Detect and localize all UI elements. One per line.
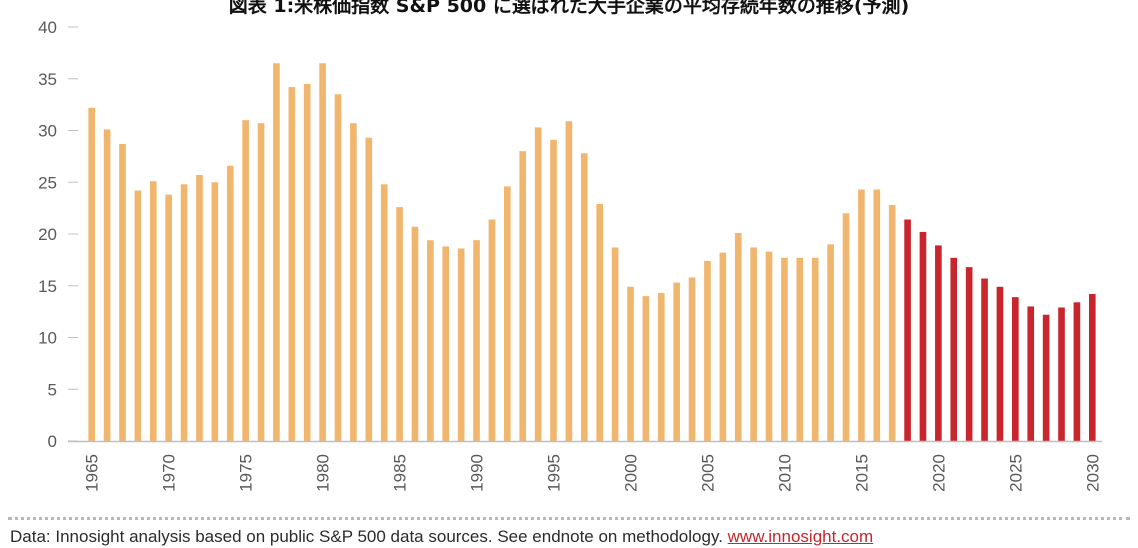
historical-bar [242, 120, 249, 442]
historical-bar [765, 251, 773, 441]
historical-bar [303, 83, 311, 442]
historical-bar [380, 184, 388, 441]
x-axis-ticks: 1965 1970 1975 1980 1985 1990 1995 2000 2005 2010… [83, 454, 1103, 492]
x-tick-label: 1980 [314, 454, 333, 492]
forecast-bar [1088, 294, 1096, 441]
historical-bar [319, 63, 326, 441]
footer-divider [8, 517, 1130, 520]
chart-title: 図表 1:米株価指数 S&P 500 に選ばれた大手企業の平均存続年数の推移(予… [228, 0, 910, 17]
historical-bar [719, 252, 727, 441]
historical-bar [88, 107, 96, 441]
x-tick-label: 1985 [391, 454, 410, 492]
historical-bar [811, 257, 819, 441]
historical-bar [257, 123, 265, 441]
historical-bar [211, 182, 219, 441]
historical-bar [888, 205, 896, 441]
historical-bar [442, 246, 450, 441]
historical-bar [149, 181, 157, 441]
historical-bar [519, 151, 527, 441]
historical-bar [565, 121, 573, 441]
historical-bar [396, 207, 403, 441]
forecast-bar [950, 257, 958, 441]
y-tick-label: 5 [48, 380, 57, 399]
historical-bar [534, 127, 542, 442]
historical-bar [288, 87, 296, 441]
historical-bar [457, 248, 465, 441]
forecast-bar [935, 245, 942, 441]
historical-bar [350, 123, 357, 441]
forecast-bar [1012, 297, 1019, 441]
historical-bar [334, 94, 342, 442]
historical-bar [611, 247, 619, 441]
x-tick-label: 1990 [468, 454, 487, 492]
historical-bar [596, 203, 604, 441]
historical-bar [858, 189, 865, 441]
y-tick-label: 20 [38, 225, 57, 244]
historical-bar [365, 137, 373, 441]
x-tick-label: 1965 [83, 454, 102, 492]
historical-bar [550, 139, 557, 441]
x-tick-label: 1975 [237, 454, 256, 492]
x-tick-label: 2025 [1006, 454, 1025, 492]
forecast-bar [981, 278, 988, 441]
historical-bar [827, 244, 834, 441]
forecast-bar [904, 219, 911, 441]
historical-bar [473, 240, 480, 441]
historical-bar [411, 226, 419, 441]
forecast-bar [919, 231, 927, 441]
historical-bar [642, 296, 650, 441]
historical-bar [734, 232, 742, 441]
historical-bar [781, 257, 788, 441]
bars-group [88, 63, 1096, 442]
historical-bar [580, 153, 588, 441]
forecast-bar [1027, 306, 1035, 441]
y-tick-label: 0 [48, 432, 57, 451]
source-link[interactable]: www.innosight.com [727, 527, 874, 546]
forecast-bar [1058, 307, 1065, 441]
y-axis-ticks: 0 5 10 15 20 25 30 35 40 [38, 18, 78, 451]
historical-bar [688, 277, 696, 441]
source-note: Data: Innosight analysis based on public… [10, 527, 873, 547]
x-tick-label: 2010 [775, 454, 794, 492]
historical-bar [657, 292, 665, 441]
forecast-bar [965, 267, 973, 441]
x-tick-label: 1995 [545, 454, 564, 492]
historical-bar [427, 240, 434, 441]
historical-bar [842, 213, 850, 441]
historical-bar [134, 190, 142, 441]
forecast-bar [996, 286, 1004, 441]
historical-bar [704, 260, 711, 441]
historical-bar [273, 63, 280, 441]
forecast-bar [1073, 302, 1081, 441]
y-tick-label: 25 [38, 173, 57, 192]
historical-bar [796, 257, 804, 441]
x-tick-label: 2000 [621, 454, 640, 492]
x-tick-label: 2020 [929, 454, 948, 492]
y-tick-label: 30 [38, 122, 57, 141]
historical-bar [226, 165, 234, 441]
x-tick-label: 2015 [852, 454, 871, 492]
historical-bar [119, 143, 126, 441]
historical-bar [180, 184, 188, 441]
historical-bar [165, 194, 172, 441]
historical-bar [627, 286, 634, 441]
historical-bar [750, 247, 757, 441]
historical-bar [504, 186, 511, 441]
historical-bar [673, 282, 680, 441]
y-tick-label: 35 [38, 70, 57, 89]
forecast-bar [1042, 314, 1050, 441]
x-tick-label: 2005 [698, 454, 717, 492]
y-tick-label: 15 [38, 277, 57, 296]
historical-bar [196, 175, 203, 441]
source-text: Data: Innosight analysis based on public… [10, 527, 723, 546]
historical-bar [873, 189, 881, 441]
y-tick-label: 10 [38, 329, 57, 348]
historical-bar [488, 219, 496, 441]
y-tick-label: 40 [38, 18, 57, 37]
x-tick-label: 1970 [160, 454, 179, 492]
x-tick-label: 2030 [1083, 454, 1102, 492]
historical-bar [103, 129, 111, 441]
